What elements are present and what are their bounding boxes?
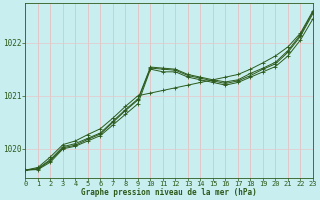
X-axis label: Graphe pression niveau de la mer (hPa): Graphe pression niveau de la mer (hPa) — [81, 188, 257, 197]
